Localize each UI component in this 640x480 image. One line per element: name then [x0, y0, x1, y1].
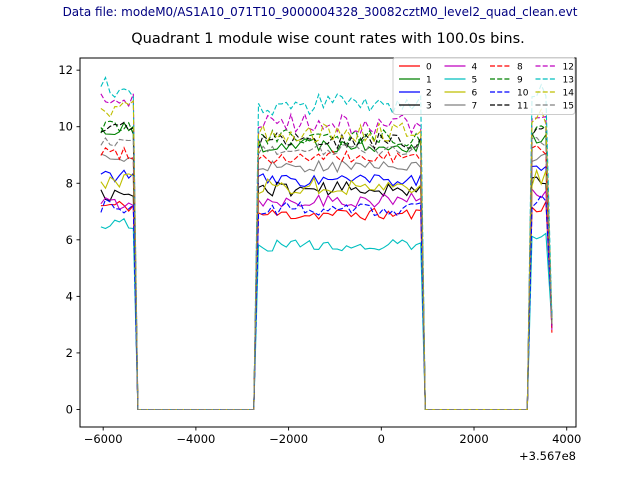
x-tick-label: 4000	[552, 432, 581, 446]
series-line-4	[100, 187, 553, 411]
legend-label-2: 2	[426, 89, 432, 99]
legend-label-3: 3	[426, 102, 432, 112]
y-tick-label: 0	[66, 402, 73, 416]
x-tick-label: −2000	[269, 432, 308, 446]
axes-frame	[79, 57, 577, 428]
x-axis-offset-label: +3.567e8	[519, 449, 576, 463]
legend-label-6: 6	[472, 89, 478, 99]
legend-label-7: 7	[472, 102, 478, 112]
series-line-6	[100, 168, 553, 411]
datafile-label: Data file: modeM0/AS1A10_071T10_90000043…	[62, 5, 578, 19]
y-tick-label: 12	[58, 63, 73, 77]
legend-label-8: 8	[517, 63, 523, 73]
series-line-2	[100, 165, 553, 411]
legend-label-15: 15	[563, 102, 574, 112]
y-tick-label: 10	[58, 120, 73, 134]
axis-ticks: −6000 −4000 −2000 0 2000 4000024681012+3.567e…	[58, 63, 581, 463]
x-tick-label: 2000	[459, 432, 488, 446]
series-line-8	[100, 144, 553, 411]
series-line-12	[100, 93, 553, 411]
legend-label-9: 9	[517, 76, 523, 86]
legend-label-5: 5	[472, 76, 478, 86]
legend-label-12: 12	[563, 63, 574, 73]
series-line-15	[100, 136, 553, 411]
series-line-9	[100, 120, 553, 411]
series-line-11	[100, 121, 553, 411]
legend-label-14: 14	[563, 89, 575, 99]
legend-label-10: 10	[517, 89, 529, 99]
y-tick-label: 8	[66, 176, 73, 190]
legend-label-13: 13	[563, 76, 574, 86]
x-tick-label: −4000	[176, 432, 215, 446]
legend-label-4: 4	[472, 63, 478, 73]
series-line-1	[100, 121, 553, 411]
y-tick-label: 6	[66, 233, 73, 247]
series-line-10	[100, 194, 553, 411]
series-line-3	[100, 176, 553, 411]
series-line-5	[100, 217, 553, 411]
legend-label-0: 0	[426, 63, 432, 73]
chart-title: Quadrant 1 module wise count rates with …	[131, 31, 525, 47]
series-line-0	[100, 199, 553, 411]
legend-label-1: 1	[426, 76, 432, 86]
series-lines	[100, 76, 553, 411]
y-tick-label: 2	[66, 346, 73, 360]
series-line-14	[100, 99, 553, 411]
legend-frame	[392, 57, 576, 115]
y-tick-label: 4	[66, 289, 73, 303]
legend-label-11: 11	[517, 102, 528, 112]
x-tick-label: −6000	[84, 432, 123, 446]
x-tick-label: 0	[378, 432, 385, 446]
